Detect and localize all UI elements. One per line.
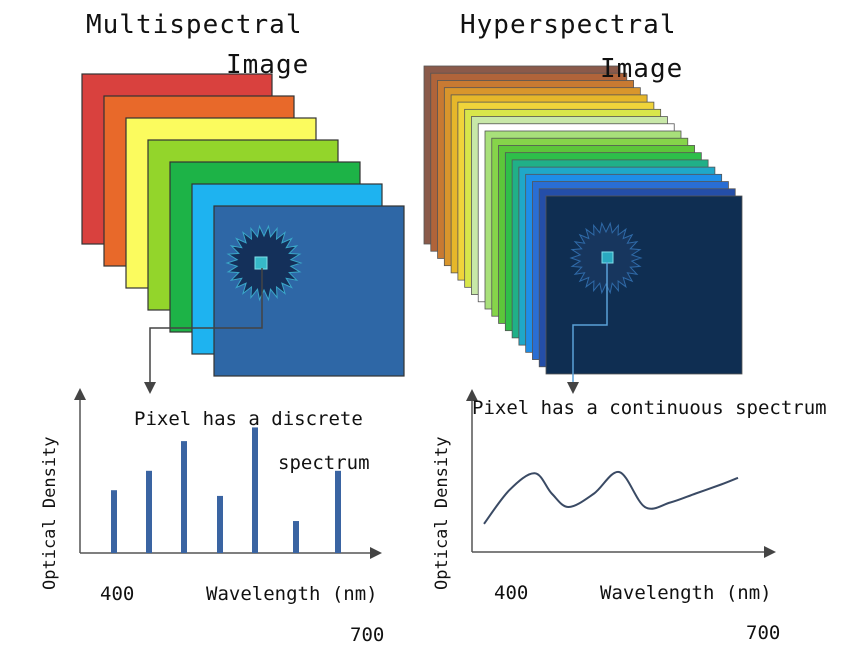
multispectral-image-stack [81, 73, 405, 377]
left-pixel-leader-line [144, 268, 263, 394]
hyperspectral-image-stack [423, 65, 743, 375]
left-selected-pixel [254, 256, 268, 270]
spectrum-bar-450 [146, 470, 152, 553]
left-ylabel: Optical Density [40, 436, 60, 590]
right-xlabel: Wavelength (nm) [600, 582, 772, 604]
left-x-end-label: 700 [350, 624, 385, 646]
multispectral-title-line1: Multispectral [86, 10, 303, 40]
spectrum-bar-500 [181, 441, 187, 553]
discrete-spectrum-annotation-line2: spectrum [278, 452, 370, 474]
hyperspectral-layer-19 [545, 195, 743, 375]
right-pixel-leader-line [567, 262, 608, 394]
spectrum-bar-650 [293, 521, 299, 553]
multispectral-title-line2: Image [226, 50, 310, 80]
left-bars [111, 427, 341, 553]
left-xlabel: Wavelength (nm) [206, 583, 378, 605]
discrete-spectrum-annotation-line1: Pixel has a discrete [134, 408, 363, 430]
right-x-start-label: 400 [494, 582, 529, 604]
spectrum-bar-400 [111, 490, 117, 553]
continuous-spectrum-line [483, 471, 739, 525]
right-ylabel: Optical Density [432, 436, 452, 590]
right-selected-pixel [601, 251, 614, 264]
continuous-spectrum-annotation: Pixel has a continuous spectrum [472, 397, 827, 419]
hyperspectral-title-line2: Image [600, 54, 684, 84]
spectrum-bar-700 [335, 470, 341, 553]
right-x-end-label: 700 [746, 622, 781, 644]
hyperspectral-title-line1: Hyperspectral [460, 10, 677, 40]
spectrum-bar-600 [252, 427, 258, 553]
left-x-start-label: 400 [100, 583, 135, 605]
spectrum-bar-550 [217, 495, 223, 553]
